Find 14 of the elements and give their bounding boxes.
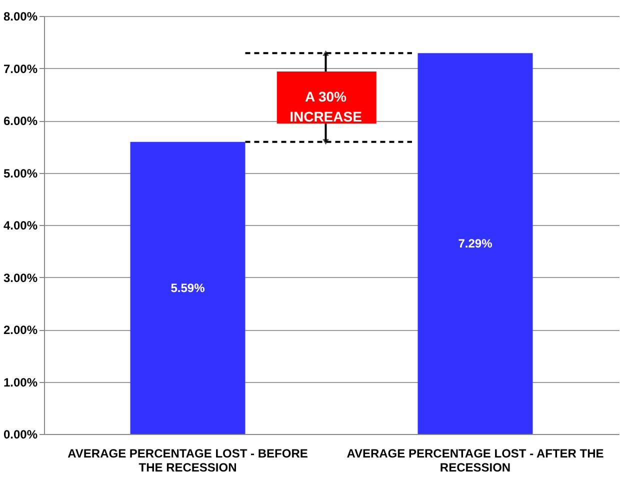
y-tick-label: 7.00% [3,62,38,76]
y-tick-label: 2.00% [3,323,38,337]
x-tick-label: AVERAGE PERCENTAGE LOST - AFTER THE RECESSION [346,446,604,474]
y-tick-label: 5.00% [3,166,38,180]
y-tick-label: 8.00% [3,10,38,24]
data-label: 7.29% [458,236,493,251]
x-tick-label: AVERAGE PERCENTAGE LOST - BEFORE THE RECESSION [68,446,308,474]
y-tick-label: 3.00% [3,270,38,285]
data-label: 5.59% [170,280,206,295]
y-tick-label: 1.00% [3,375,38,390]
annotation: A 30% INCREASE [290,88,362,125]
y-tick-label: 6.00% [3,114,38,128]
y-tick-label: 0.00% [3,428,38,442]
y-tick-label: 4.00% [3,218,38,232]
